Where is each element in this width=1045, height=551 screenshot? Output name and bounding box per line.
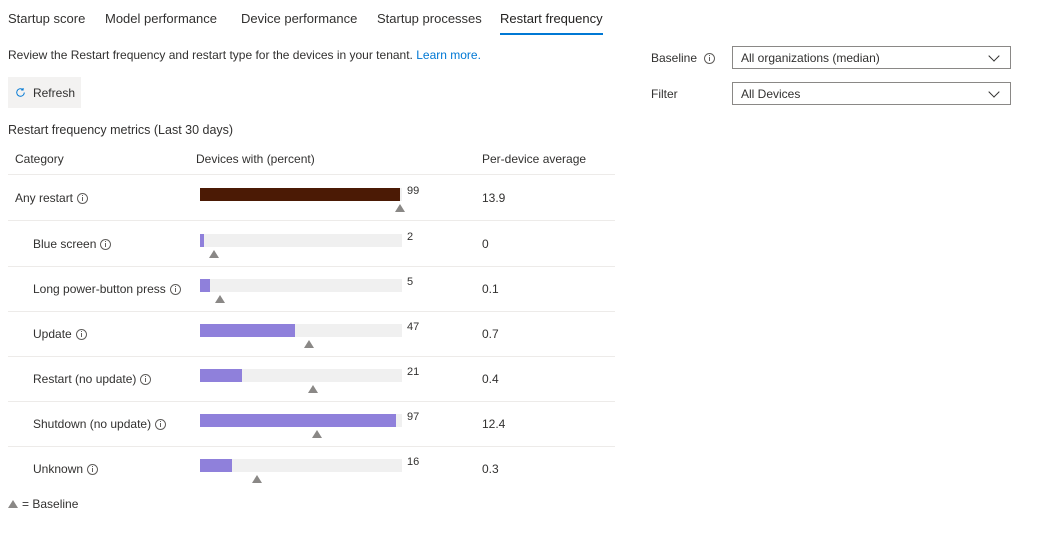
table-row: Unknown 16 0.3 <box>8 446 615 491</box>
percent-bar-track <box>200 414 402 427</box>
active-tab-indicator <box>500 33 603 35</box>
column-header-devices-percent: Devices with (percent) <box>196 152 315 166</box>
table-row: Update 47 0.7 <box>8 311 615 357</box>
baseline-marker <box>209 250 220 258</box>
baseline-label-text: Baseline <box>651 51 698 65</box>
column-header-per-device-average: Per-device average <box>482 152 587 166</box>
tab-model-performance[interactable]: Model performance <box>105 11 217 26</box>
per-device-average: 0 <box>482 237 489 251</box>
percent-bar-track <box>200 188 402 201</box>
legend-label: = Baseline <box>22 497 79 511</box>
tab-restart-frequency[interactable]: Restart frequency <box>500 11 603 35</box>
percent-value: 2 <box>407 231 414 243</box>
category-label: Unknown <box>33 462 99 476</box>
percent-bar-fill <box>200 324 295 337</box>
category-name: Unknown <box>33 462 84 476</box>
baseline-label: Baseline <box>651 51 716 65</box>
info-icon[interactable] <box>169 283 181 295</box>
table-row: Any restart 99 13.9 <box>8 175 615 221</box>
percent-bar-fill <box>200 234 205 247</box>
baseline-marker <box>394 204 405 212</box>
table-row: Restart (no update) 21 0.4 <box>8 356 615 402</box>
page-description: Review the Restart frequency and restart… <box>8 48 481 62</box>
per-device-average: 13.9 <box>482 191 506 205</box>
category-name: Restart (no update) <box>33 372 137 386</box>
baseline-legend: = Baseline <box>8 497 78 511</box>
category-label: Long power-button press <box>33 282 181 296</box>
baseline-marker <box>308 385 319 393</box>
filter-dropdown-value: All Devices <box>741 87 801 101</box>
baseline-dropdown[interactable]: All organizations (median) <box>732 46 1011 69</box>
refresh-label: Refresh <box>32 85 75 100</box>
category-name: Any restart <box>15 191 74 205</box>
metrics-title: Restart frequency metrics (Last 30 days) <box>8 123 234 137</box>
category-label: Restart (no update) <box>33 372 152 386</box>
per-device-average: 0.7 <box>482 327 499 341</box>
info-icon[interactable] <box>704 52 716 64</box>
info-icon[interactable] <box>87 463 99 475</box>
tab-device-performance[interactable]: Device performance <box>241 11 358 26</box>
category-label: Blue screen <box>33 237 112 251</box>
per-device-average: 12.4 <box>482 417 506 431</box>
percent-value: 21 <box>407 366 420 378</box>
category-label: Shutdown (no update) <box>33 417 167 431</box>
filter-dropdown[interactable]: All Devices <box>732 82 1011 105</box>
learn-more-link[interactable]: Learn more. <box>416 48 481 62</box>
tab-restart-frequency-label: Restart frequency <box>500 11 603 26</box>
baseline-triangle-icon <box>8 500 18 508</box>
baseline-marker <box>304 340 315 348</box>
refresh-button[interactable]: Refresh <box>8 77 81 108</box>
percent-bar-track <box>200 459 402 472</box>
table-row: Long power-button press 5 0.1 <box>8 266 615 312</box>
per-device-average: 0.1 <box>482 282 499 296</box>
category-label: Any restart <box>15 191 89 205</box>
info-icon[interactable] <box>140 373 152 385</box>
filter-label-text: Filter <box>651 87 678 101</box>
baseline-marker <box>312 430 323 438</box>
per-device-average: 0.3 <box>482 462 499 476</box>
baseline-dropdown-value: All organizations (median) <box>741 51 880 65</box>
info-icon[interactable] <box>155 418 167 430</box>
percent-bar-track <box>200 324 402 337</box>
percent-value: 16 <box>407 456 420 468</box>
percent-bar-fill <box>200 414 396 427</box>
table-header: Category Devices with (percent) Per-devi… <box>8 145 615 175</box>
chevron-down-icon <box>988 86 1000 98</box>
per-device-average: 0.4 <box>482 372 499 386</box>
category-name: Shutdown (no update) <box>33 417 152 431</box>
category-label: Update <box>33 327 87 341</box>
percent-bar-track <box>200 369 402 382</box>
percent-bar-track <box>200 279 402 292</box>
table-row: Shutdown (no update) 97 12.4 <box>8 401 615 447</box>
refresh-icon <box>16 88 25 97</box>
baseline-marker <box>215 295 226 303</box>
tab-startup-score[interactable]: Startup score <box>8 11 86 26</box>
category-name: Update <box>33 327 72 341</box>
info-icon[interactable] <box>100 238 112 250</box>
info-icon[interactable] <box>77 192 89 204</box>
percent-bar-fill <box>200 369 243 382</box>
filter-label: Filter <box>651 87 678 101</box>
percent-value: 99 <box>407 185 420 197</box>
tab-startup-processes[interactable]: Startup processes <box>377 11 482 26</box>
percent-bar-fill <box>200 188 400 201</box>
percent-value: 5 <box>407 276 414 288</box>
percent-bar-track <box>200 234 402 247</box>
percent-value: 47 <box>407 321 420 333</box>
table-row: Blue screen 2 0 <box>8 221 615 267</box>
chevron-down-icon <box>988 50 1000 62</box>
percent-bar-fill <box>200 459 233 472</box>
baseline-marker <box>251 475 262 483</box>
category-name: Long power-button press <box>33 282 166 296</box>
column-header-category: Category <box>15 152 64 166</box>
description-text: Review the Restart frequency and restart… <box>8 48 413 62</box>
category-name: Blue screen <box>33 237 97 251</box>
info-icon[interactable] <box>75 328 87 340</box>
percent-value: 97 <box>407 411 420 423</box>
percent-bar-fill <box>200 279 211 292</box>
